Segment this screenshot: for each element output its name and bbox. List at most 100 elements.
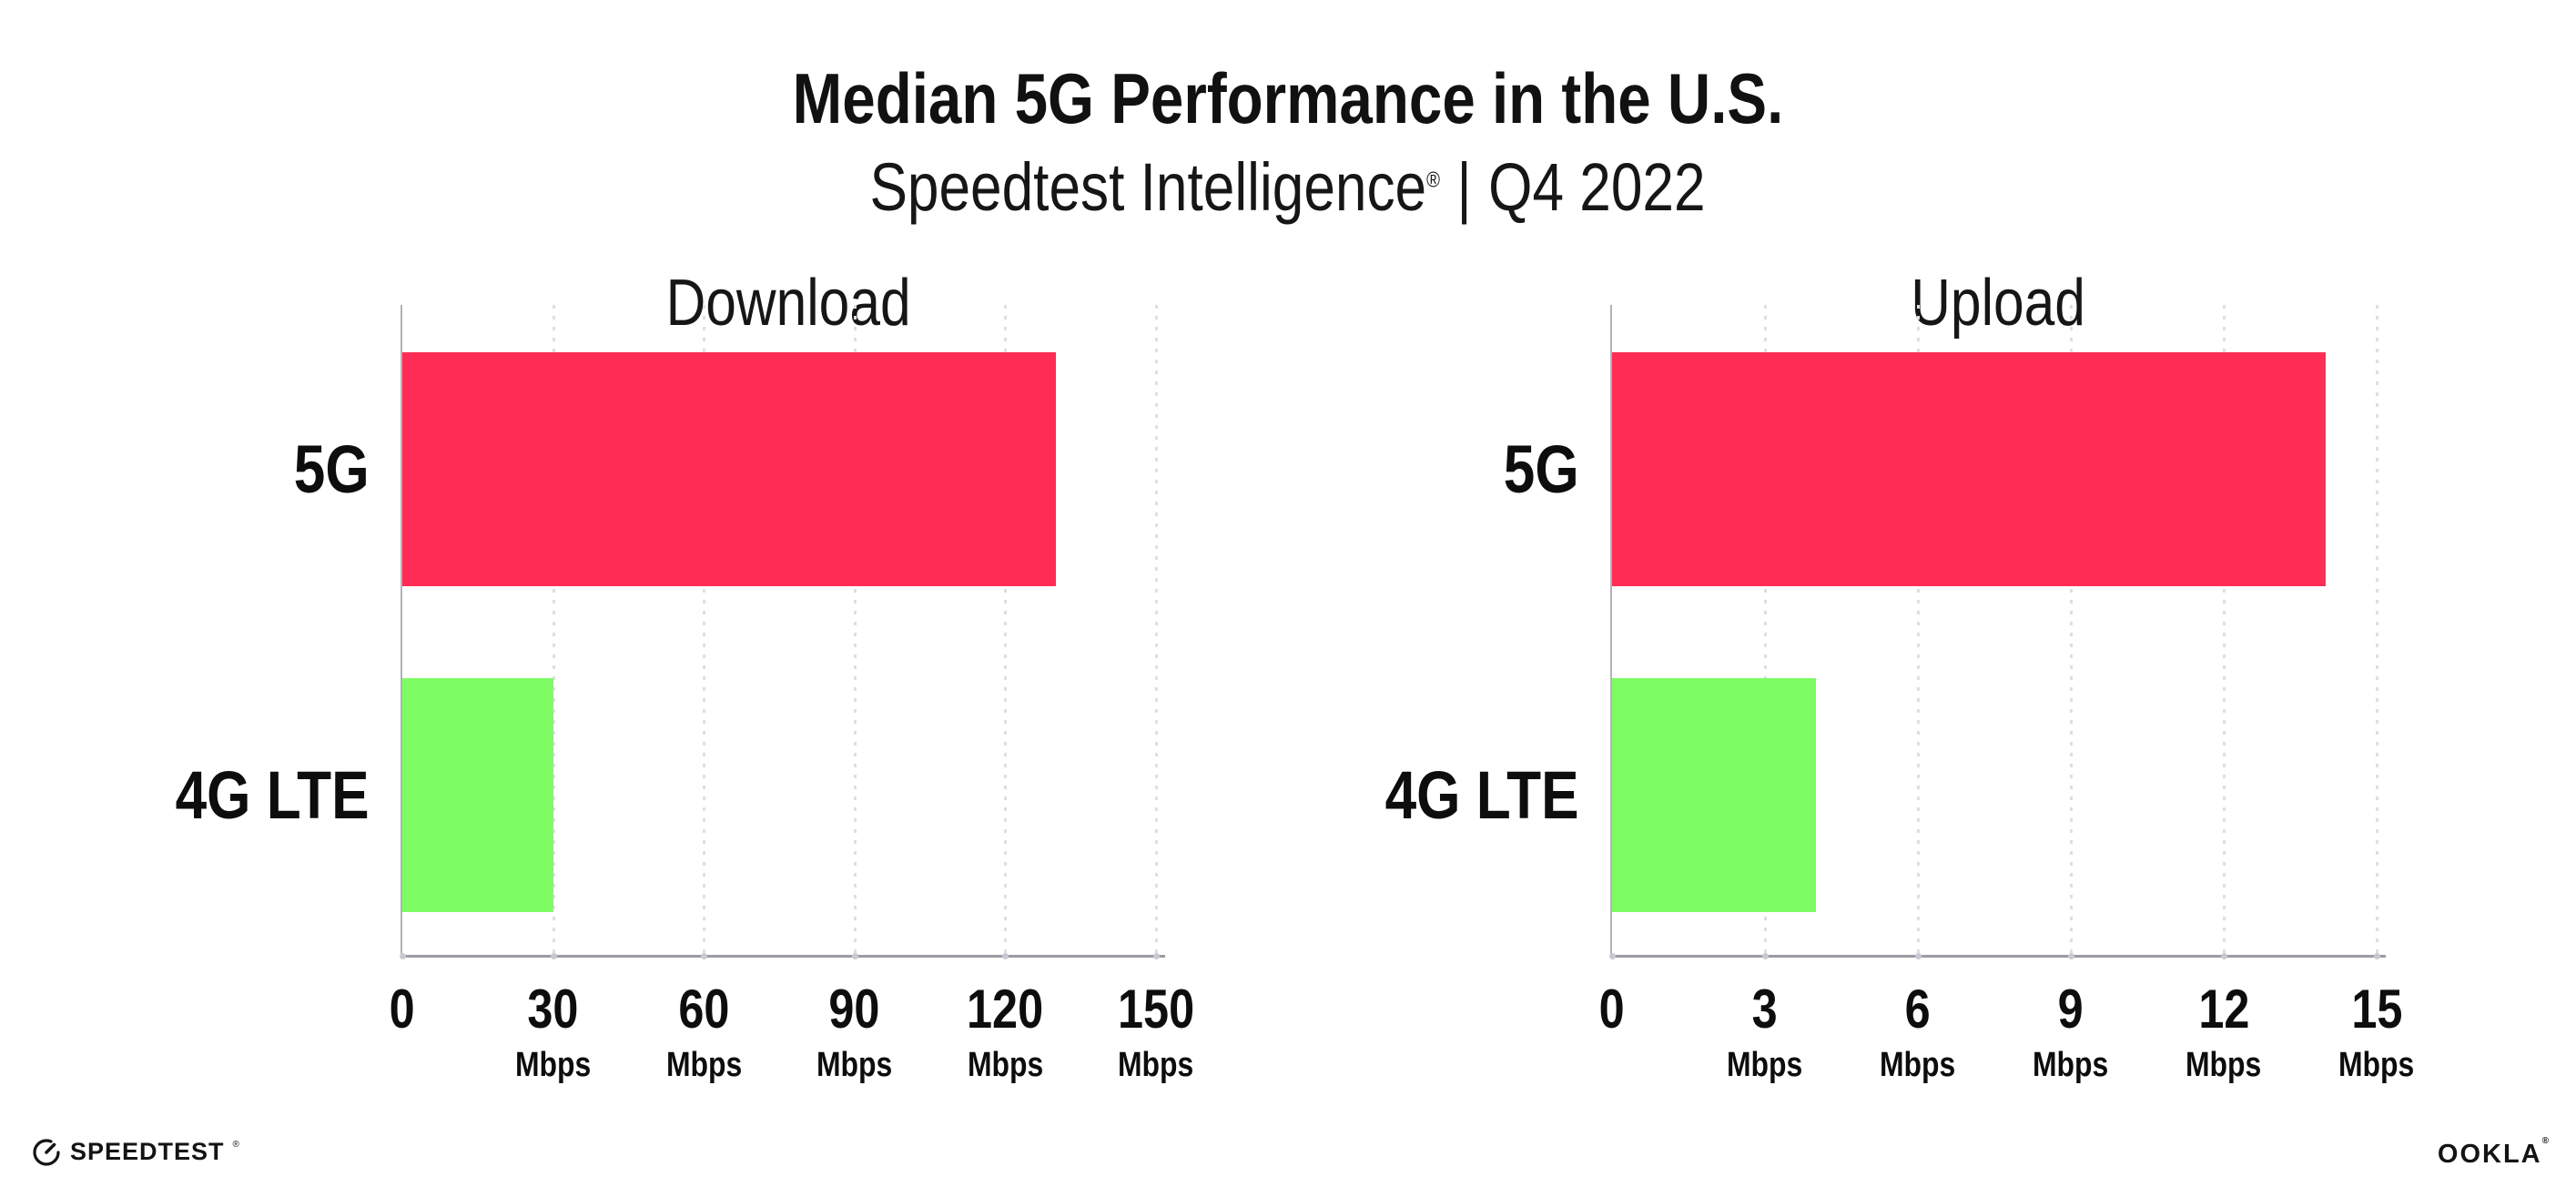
label-text: Mbps: [1880, 1046, 1956, 1084]
label-text: 120: [967, 979, 1044, 1040]
page-subtitle: Speedtest Intelligence® | Q4 2022: [0, 152, 2576, 223]
x-tick-label-upload-3: 3: [1656, 981, 1874, 1038]
label-text: 6: [1904, 979, 1932, 1040]
gridline-upload-6: [1917, 305, 1920, 956]
label-text: 90: [828, 979, 880, 1040]
category-label-5g-download: 5G: [0, 431, 370, 507]
x-axis-tick-mark-download-0: [400, 953, 406, 959]
x-axis-tick-mark-upload-6: [1915, 953, 1922, 959]
gridline-download-120: [1004, 305, 1008, 956]
label-text: 5G: [294, 431, 370, 507]
label-text: Mbps: [665, 1046, 742, 1084]
x-tick-unit-download-90: Mbps: [745, 1047, 964, 1083]
x-tick-unit-upload-12: Mbps: [2115, 1047, 2333, 1083]
x-tick-label-download-150: 150: [1047, 981, 1265, 1038]
label-text: Mbps: [2338, 1046, 2415, 1084]
chart-title-download: Download: [424, 266, 1152, 340]
label-text: 5G: [1504, 431, 1579, 507]
x-tick-label-upload-12: 12: [2115, 981, 2333, 1038]
label-text: Upload: [1911, 267, 2085, 340]
category-label-4g-lte-download: 4G LTE: [0, 756, 370, 833]
bar-4g-lte-upload: [1612, 678, 1816, 912]
x-axis-tick-mark-download-90: [851, 953, 858, 959]
x-axis-tick-mark-upload-3: [1762, 953, 1769, 959]
ookla-logo-text: OOKLA: [2437, 1140, 2542, 1169]
gridline-download-30: [552, 305, 555, 956]
gridline-upload-3: [1764, 305, 1767, 956]
label-text: 0: [1598, 979, 1626, 1040]
category-label-5g-upload: 5G: [1106, 431, 1579, 507]
label-text: Mbps: [1118, 1046, 1194, 1084]
label-text: 150: [1117, 979, 1195, 1040]
ookla-logo: OOKLA®: [2437, 1136, 2551, 1170]
x-axis-tick-mark-upload-15: [2374, 953, 2380, 959]
x-axis-download: [401, 955, 1165, 958]
label-text: Mbps: [514, 1046, 592, 1084]
subtitle-period: Q4 2022: [1488, 149, 1707, 226]
gridline-upload-15: [2376, 305, 2378, 956]
x-tick-label-download-120: 120: [896, 981, 1114, 1038]
gridline-download-60: [703, 305, 706, 956]
bar-5g-upload: [1612, 352, 2326, 586]
gridline-upload-12: [2223, 305, 2226, 956]
x-tick-unit-upload-6: Mbps: [1809, 1047, 2027, 1083]
x-tick-label-upload-9: 9: [1962, 981, 2180, 1038]
speedtest-gauge-icon: [33, 1139, 60, 1166]
label-text: 4G LTE: [1385, 756, 1579, 833]
x-tick-label-download-0: 0: [293, 981, 512, 1038]
gridline-upload-9: [2070, 305, 2073, 956]
x-axis-tick-mark-download-30: [550, 953, 557, 959]
label-text: Mbps: [2186, 1046, 2262, 1084]
x-axis-tick-mark-upload-9: [2068, 953, 2074, 959]
label-text: 15: [2350, 979, 2403, 1040]
speedtest-logo-text: SPEEDTEST: [70, 1137, 225, 1165]
x-tick-label-download-90: 90: [745, 981, 964, 1038]
x-axis-upload: [1610, 955, 2386, 958]
x-tick-unit-upload-15: Mbps: [2267, 1047, 2486, 1083]
category-label-4g-lte-upload: 4G LTE: [1106, 756, 1579, 833]
x-axis-tick-mark-upload-12: [2221, 953, 2227, 959]
x-tick-label-download-30: 30: [444, 981, 663, 1038]
registered-trademark-symbol: ®: [1426, 167, 1441, 193]
label-text: Mbps: [2033, 1046, 2109, 1084]
label-text: 9: [2057, 979, 2084, 1040]
label-text: 30: [527, 979, 579, 1040]
label-text: Mbps: [1727, 1046, 1803, 1084]
bar-5g-download: [402, 352, 1056, 586]
x-tick-unit-download-120: Mbps: [896, 1047, 1114, 1083]
label-text: Download: [665, 267, 911, 340]
label-text: 60: [678, 979, 730, 1040]
label-text: Mbps: [967, 1046, 1044, 1084]
x-tick-unit-download-30: Mbps: [444, 1047, 663, 1083]
subtitle-brand: Speedtest Intelligence: [869, 149, 1427, 226]
label-text: 0: [389, 979, 416, 1040]
ookla-trademark-symbol: ®: [2541, 1136, 2551, 1147]
label-text: Mbps: [816, 1046, 893, 1084]
page-title: Median 5G Performance in the U.S.: [792, 58, 1784, 139]
x-tick-label-upload-6: 6: [1809, 981, 2027, 1038]
subtitle-separator: |: [1456, 149, 1473, 226]
gridline-download-90: [853, 305, 857, 956]
x-tick-label-upload-0: 0: [1503, 981, 1721, 1038]
label-text: 4G LTE: [176, 756, 370, 833]
gridline-download-150: [1155, 305, 1158, 956]
x-axis-tick-mark-download-60: [701, 953, 708, 959]
x-tick-unit-upload-3: Mbps: [1656, 1047, 1874, 1083]
speedtest-logo: SPEEDTEST ®: [31, 1136, 239, 1167]
y-axis-download: [401, 305, 402, 956]
x-tick-unit-download-60: Mbps: [594, 1047, 813, 1083]
x-axis-tick-mark-download-150: [1153, 953, 1160, 959]
chart-title-upload: Upload: [1634, 266, 2362, 340]
x-tick-label-download-60: 60: [594, 981, 813, 1038]
label-text: 3: [1751, 979, 1779, 1040]
x-tick-unit-download-150: Mbps: [1047, 1047, 1265, 1083]
label-text: 12: [2197, 979, 2250, 1040]
x-axis-tick-mark-upload-0: [1609, 953, 1616, 959]
x-tick-unit-upload-9: Mbps: [1962, 1047, 2180, 1083]
speedtest-trademark-symbol: ®: [232, 1139, 239, 1150]
bar-4g-lte-download: [402, 678, 553, 912]
x-tick-label-upload-15: 15: [2267, 981, 2486, 1038]
y-axis-upload: [1610, 305, 1612, 956]
x-axis-tick-mark-download-120: [1002, 953, 1009, 959]
